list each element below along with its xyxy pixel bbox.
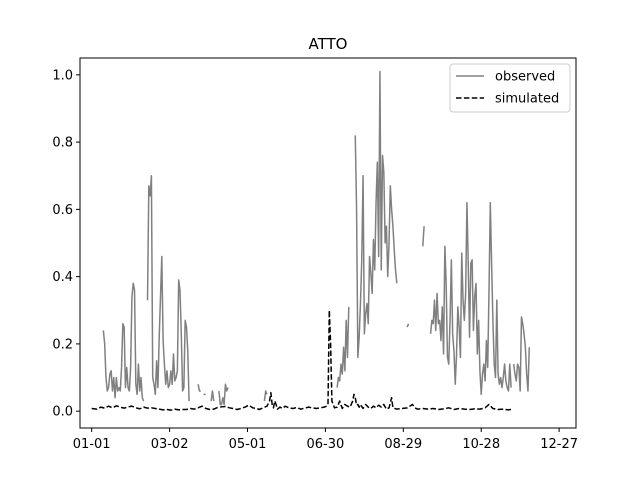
y-tick-label: 0.4 <box>52 270 73 285</box>
y-tick-label: 0.8 <box>52 136 73 151</box>
series-observed-line <box>102 282 145 402</box>
plot-frame <box>79 57 577 429</box>
series-observed-line <box>429 201 512 396</box>
series-observed-line <box>422 226 425 247</box>
x-tick-label: 05-01 <box>229 437 267 452</box>
legend-label-observed: observed <box>495 70 555 85</box>
axes-layer: 0.0 0.2 0.4 0.6 0.8 1.0 01-01 03-02 05-01 06-30 08… <box>52 68 578 452</box>
x-tick-label: 08-29 <box>384 437 422 452</box>
y-tick-label: 1.0 <box>52 68 73 83</box>
y-tick-label: 0.6 <box>52 203 73 218</box>
series-observed <box>102 70 531 406</box>
series-observed-line <box>197 384 201 392</box>
series-observed-line <box>210 390 215 402</box>
series-observed-line <box>336 306 350 388</box>
series-simulated-line <box>91 309 513 411</box>
y-tick-label: 0.2 <box>52 337 73 352</box>
x-tick-label: 06-30 <box>307 437 345 452</box>
x-tick-label: 01-01 <box>73 437 111 452</box>
legend-label-simulated: simulated <box>495 92 559 107</box>
chart-title: ATTO <box>309 35 348 53</box>
series-observed-line <box>354 70 398 359</box>
series-observed-line <box>263 390 268 402</box>
x-tick-label: 03-02 <box>151 437 189 452</box>
legend: observed simulated <box>449 63 571 113</box>
series-layer <box>91 70 531 411</box>
series-observed-line <box>218 383 229 406</box>
series-observed-line <box>406 323 410 328</box>
x-tick-label: 12-27 <box>540 437 578 452</box>
series-observed-line <box>512 316 531 392</box>
x-tick-label: 10-28 <box>462 437 500 452</box>
y-tick-label: 0.0 <box>52 405 73 420</box>
series-observed-line <box>146 174 190 402</box>
series-simulated <box>91 309 513 411</box>
